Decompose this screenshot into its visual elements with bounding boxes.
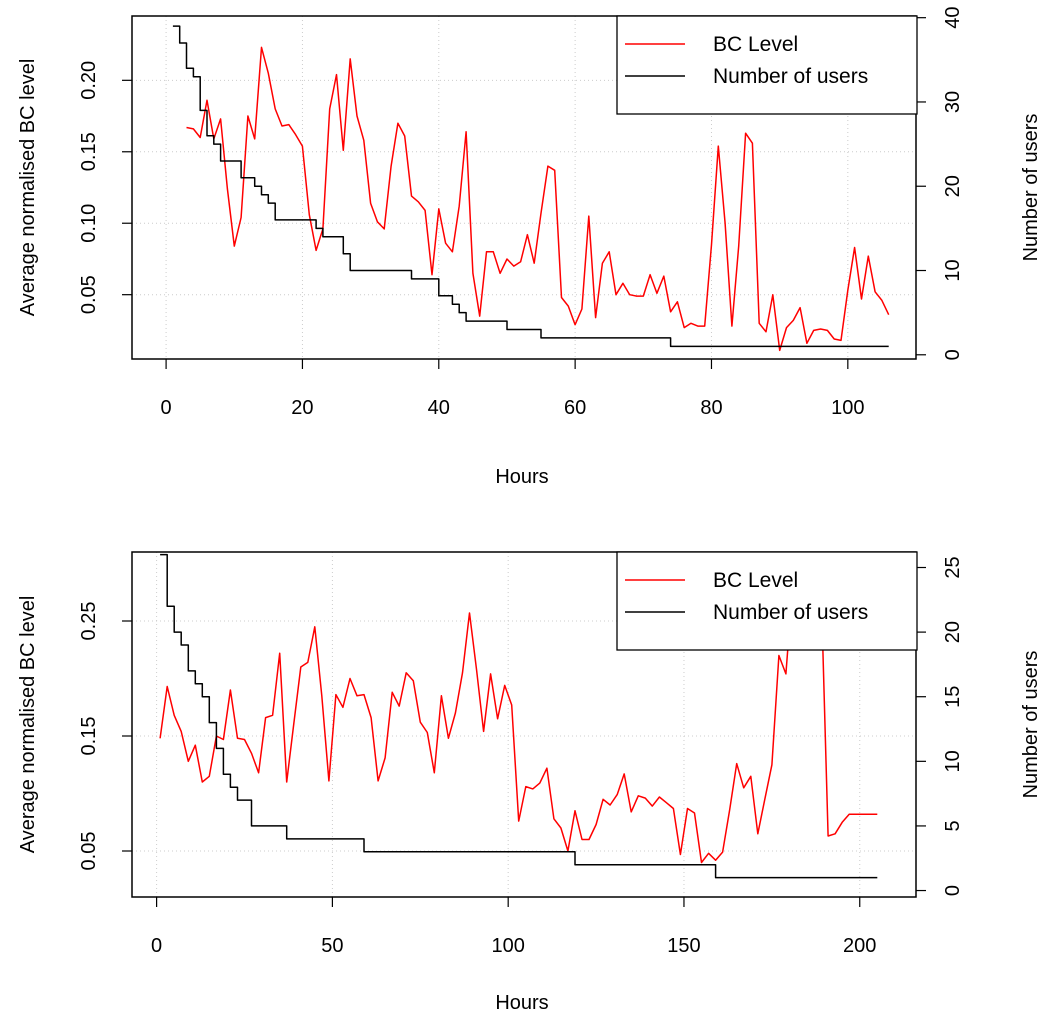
x-tick-label: 200 [843, 935, 876, 957]
y-tick-label: 0.10 [78, 204, 100, 243]
y-tick-label: 0.05 [78, 275, 100, 314]
plot-frame [131, 551, 917, 898]
legend-box [616, 15, 918, 115]
x-tick-label: 40 [428, 397, 450, 419]
x-tick-label: 100 [491, 935, 524, 957]
y-axis-title: Average normalised BC level [17, 59, 39, 317]
x-tick-label: 50 [321, 935, 343, 957]
series-line-bc-level [159, 563, 878, 864]
x-tick-label: 80 [700, 397, 722, 419]
series-line-number-of-users [160, 553, 878, 879]
x-tick-label: 150 [667, 935, 700, 957]
legend-label: Number of users [713, 65, 868, 88]
y2-tick-label: 25 [942, 556, 964, 578]
legend-label: BC Level [713, 33, 798, 56]
y2-tick-label: 20 [942, 621, 964, 643]
legend: BC Level Number of users [616, 15, 918, 115]
y2-tick-label: 20 [942, 175, 964, 197]
series-line-bc-level [186, 46, 890, 352]
y2-axis-title: Number of users [1020, 114, 1042, 262]
x-tick-label: 20 [291, 397, 313, 419]
chart-panel-1: 0 20 40 60 80 100 0.05 0.10 0.15 0.20 0 10 20 30 40 Hou… [17, 7, 1042, 488]
y-axis-title: Average normalised BC level [17, 596, 39, 854]
y2-tick-label: 10 [942, 750, 964, 772]
y2-tick-label: 10 [942, 259, 964, 281]
y2-axis-title: Number of users [1020, 651, 1042, 799]
x-tick-label: 0 [161, 397, 172, 419]
y-tick-label: 0.05 [78, 832, 100, 871]
y2-tick-label: 5 [942, 820, 964, 831]
x-tick-label: 60 [564, 397, 586, 419]
y-tick-label: 0.25 [78, 602, 100, 641]
x-tick-label: 100 [831, 397, 864, 419]
legend-box [616, 551, 918, 651]
y-tick-label: 0.15 [78, 132, 100, 171]
legend-label: BC Level [713, 569, 798, 592]
y2-tick-label: 15 [942, 686, 964, 708]
y2-tick-label: 0 [942, 349, 964, 360]
legend-label: Number of users [713, 601, 868, 624]
y-tick-label: 0.15 [78, 717, 100, 756]
x-axis-title: Hours [495, 992, 548, 1014]
chart-panel-2: 0 50 100 150 200 0.05 0.15 0.25 0 5 10 15 20 25 Hours A… [17, 551, 1042, 1014]
legend: BC Level Number of users [616, 551, 918, 651]
y-tick-label: 0.20 [78, 61, 100, 100]
x-tick-label: 0 [151, 935, 162, 957]
series-line-number-of-users [172, 25, 889, 348]
plot-frame [131, 15, 917, 360]
y2-tick-label: 30 [942, 91, 964, 113]
y2-tick-label: 0 [942, 885, 964, 896]
x-axis-title: Hours [495, 466, 548, 488]
y2-tick-label: 40 [942, 7, 964, 29]
